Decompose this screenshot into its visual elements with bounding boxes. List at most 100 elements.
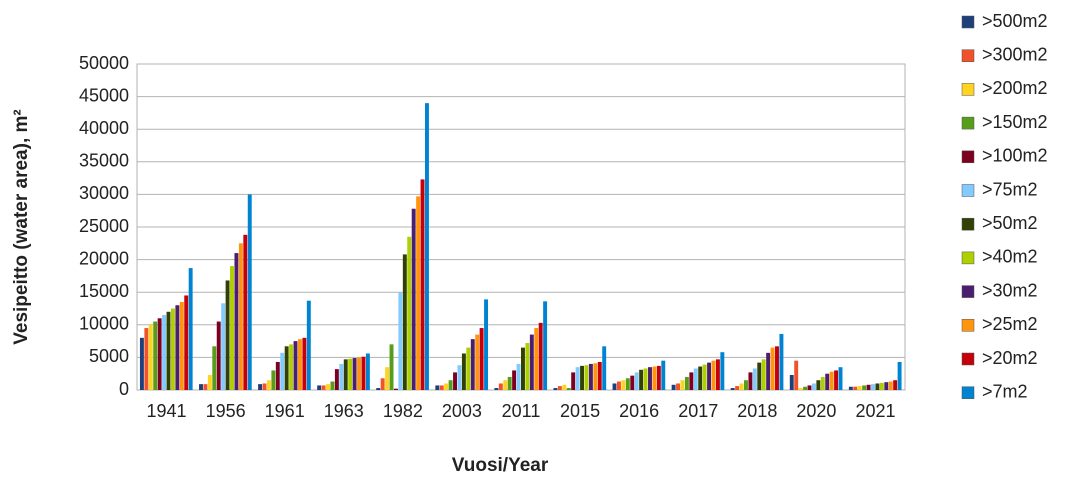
legend-swatch — [961, 150, 975, 164]
y-tick-label: 25000 — [79, 216, 129, 236]
bar — [411, 208, 416, 390]
bar — [484, 299, 489, 390]
bar — [212, 346, 217, 390]
bar — [829, 371, 834, 390]
y-tick-label: 45000 — [79, 85, 129, 105]
bar — [234, 253, 239, 390]
bar — [416, 196, 421, 390]
bar — [534, 328, 539, 390]
bar — [689, 372, 694, 390]
bar — [711, 360, 716, 390]
bar — [820, 376, 825, 390]
x-tick-label: 2016 — [619, 401, 659, 421]
bar — [625, 378, 630, 390]
bar — [330, 381, 335, 390]
bar — [848, 386, 853, 390]
bar — [179, 301, 184, 390]
bar — [494, 388, 499, 390]
bar — [897, 361, 902, 390]
bar — [393, 388, 398, 390]
legend-swatch — [961, 217, 975, 231]
bar — [588, 363, 593, 390]
bar — [566, 388, 571, 390]
x-tick-label: 1961 — [265, 401, 305, 421]
bar — [757, 362, 762, 390]
bar — [617, 381, 621, 390]
bar — [798, 388, 803, 390]
legend-swatch — [961, 116, 975, 130]
bar — [866, 384, 871, 390]
y-tick-label: 15000 — [79, 281, 129, 301]
legend-swatch — [961, 285, 975, 298]
bar — [680, 380, 685, 390]
bar — [521, 347, 525, 390]
bar — [752, 368, 757, 390]
bar — [157, 318, 162, 390]
x-tick-label: 1963 — [324, 401, 364, 421]
bar — [661, 360, 666, 390]
legend-label: >500m2 — [982, 11, 1048, 31]
x-tick-label: 1982 — [383, 401, 423, 421]
bar — [639, 369, 644, 390]
bar — [247, 194, 252, 390]
x-tick-label: 2017 — [678, 401, 718, 421]
bar — [448, 380, 453, 390]
bar — [170, 308, 175, 390]
bar — [271, 370, 276, 390]
bar — [779, 333, 784, 390]
bar — [761, 359, 766, 390]
bar — [571, 372, 576, 390]
bar — [365, 353, 370, 390]
bar — [302, 337, 307, 390]
legend-label: >25m2 — [982, 314, 1038, 334]
legend-label: >100m2 — [982, 146, 1048, 166]
y-tick-label: 0 — [119, 379, 129, 399]
bar — [162, 315, 167, 390]
legend-label: >50m2 — [982, 213, 1038, 233]
bar — [630, 375, 635, 390]
bar — [385, 367, 390, 390]
bar — [461, 353, 466, 390]
bar — [720, 352, 725, 390]
y-tick-label: 50000 — [79, 53, 129, 73]
bar — [875, 383, 880, 390]
bar — [825, 373, 830, 390]
bar — [258, 384, 263, 390]
bar — [884, 382, 889, 390]
legend-swatch — [961, 15, 975, 29]
bar — [529, 334, 534, 390]
bar — [243, 234, 248, 390]
legend-label: >40m2 — [982, 247, 1038, 267]
bar — [439, 385, 444, 390]
bar — [389, 344, 394, 390]
bar — [184, 295, 189, 390]
bar — [525, 343, 530, 390]
bar — [466, 347, 471, 390]
bar — [879, 382, 884, 390]
bar — [580, 365, 585, 390]
bar — [888, 381, 893, 390]
bar — [376, 388, 381, 390]
bar — [702, 364, 707, 390]
bar — [811, 383, 816, 390]
y-tick-label: 10000 — [79, 314, 129, 334]
bar — [794, 360, 799, 390]
bar — [775, 346, 779, 390]
bar — [789, 375, 794, 390]
bar — [444, 383, 449, 390]
bar — [512, 370, 517, 390]
bar — [352, 358, 357, 390]
bar — [893, 380, 898, 390]
bar — [321, 385, 326, 390]
bar — [348, 358, 353, 390]
x-axis-title: Vuosi/Year — [452, 455, 549, 476]
bar — [562, 384, 567, 390]
bar — [139, 337, 144, 390]
bar — [857, 386, 862, 390]
bar — [175, 305, 180, 390]
bar — [671, 384, 676, 390]
bar — [262, 383, 267, 390]
bar — [361, 356, 366, 390]
bar — [284, 346, 289, 390]
bar — [402, 254, 407, 390]
